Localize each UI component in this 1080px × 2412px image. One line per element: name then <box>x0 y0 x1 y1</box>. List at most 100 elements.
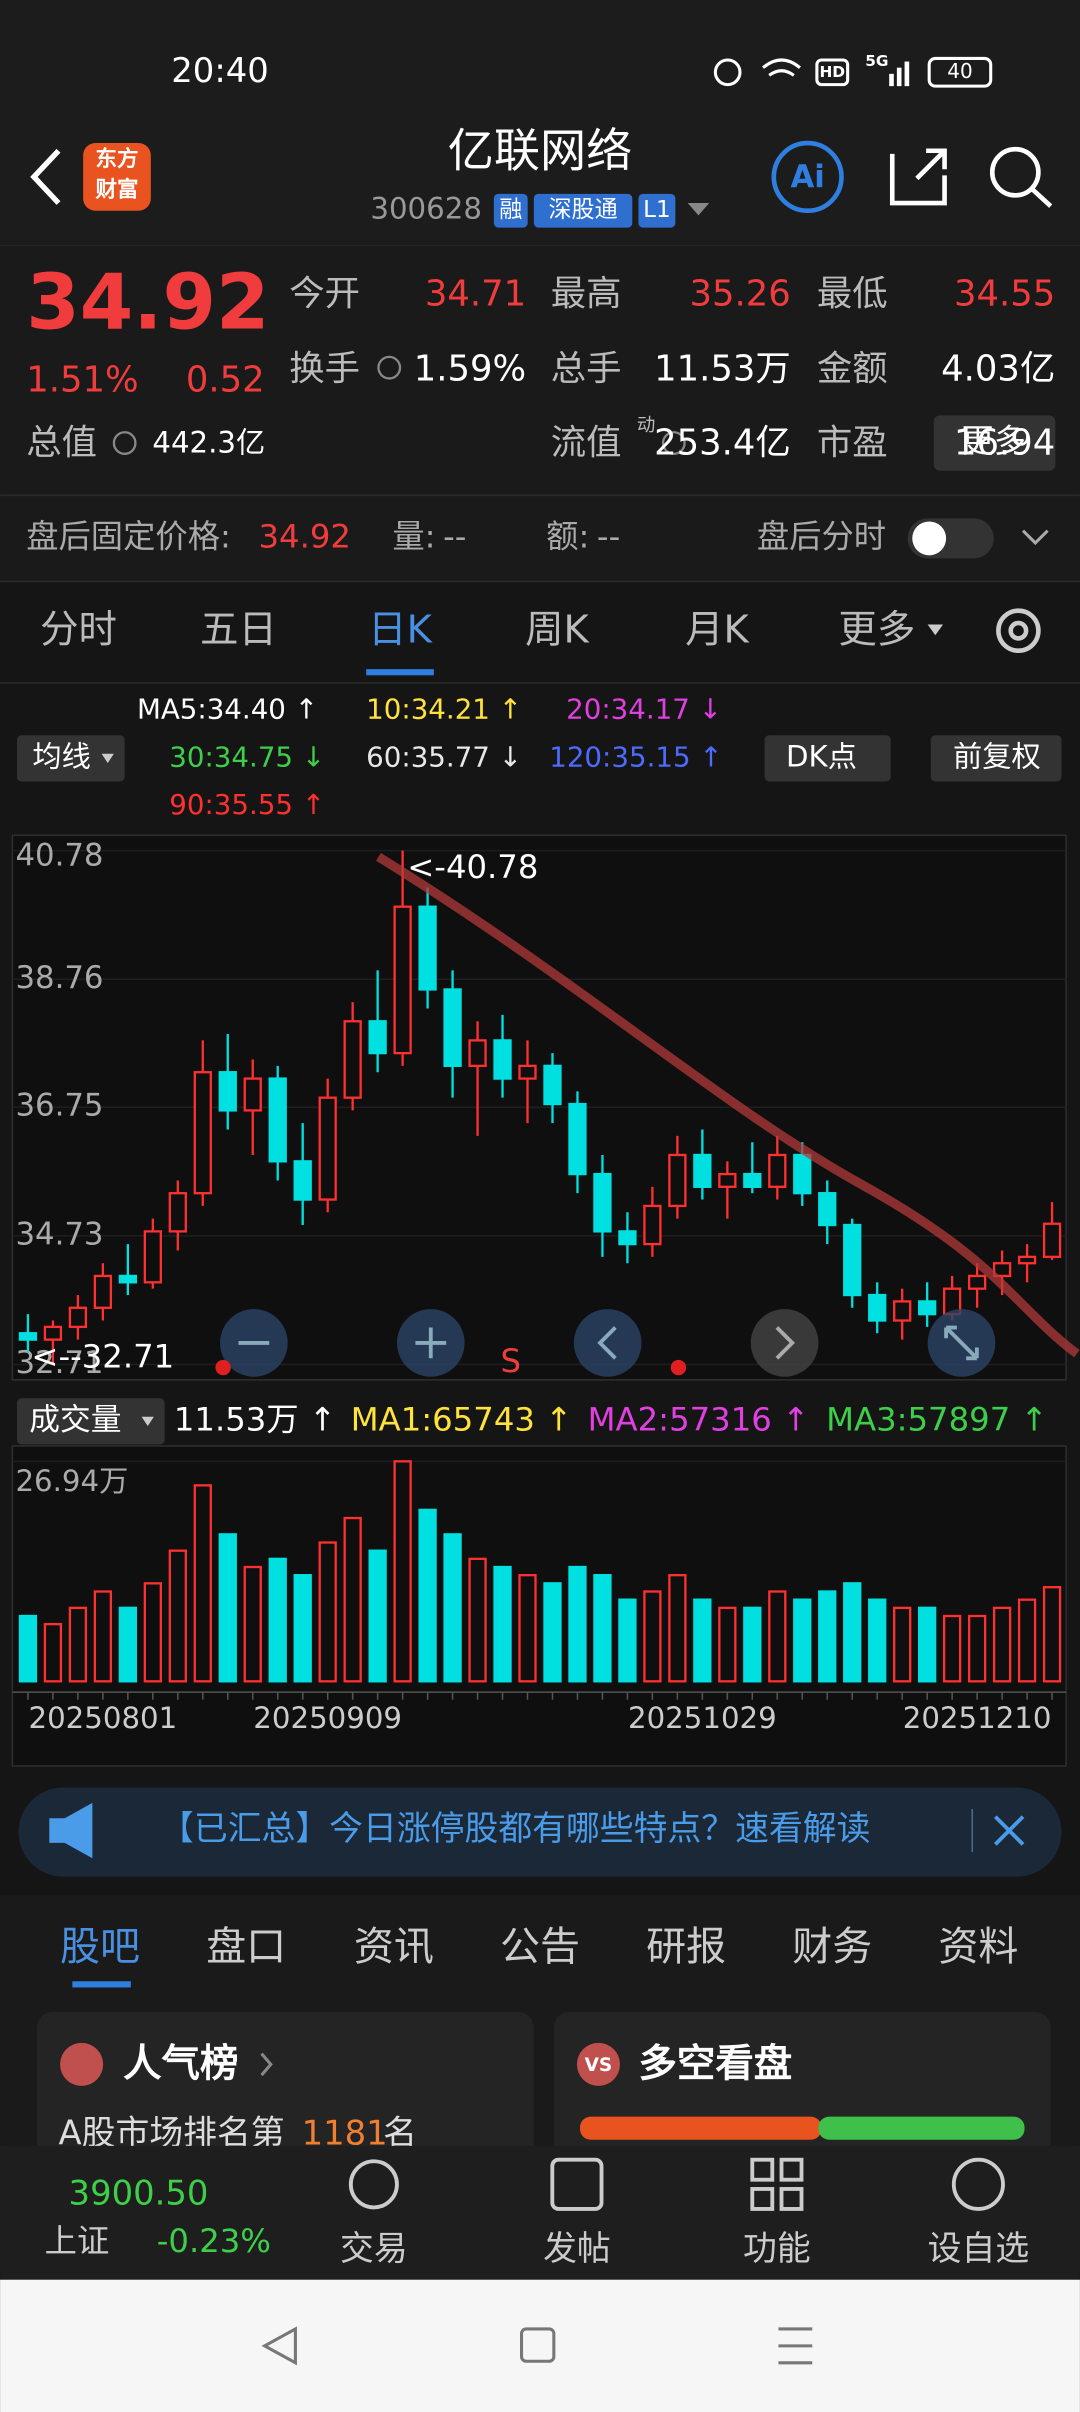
stock-tag: L1 <box>643 197 671 223</box>
period-tab[interactable]: 五日 <box>200 608 277 653</box>
volume-bar <box>293 1574 312 1683</box>
index-name[interactable]: 上证 <box>45 2222 110 2260</box>
func-icon <box>779 2157 804 2182</box>
candle-body <box>268 1077 287 1163</box>
info-icon[interactable] <box>661 431 686 455</box>
dropdown-arrow <box>927 624 944 636</box>
ma-legend-item: MA5:34.40 ↑ <box>137 693 318 726</box>
y-tick-label: 38.76 <box>15 960 103 996</box>
volume-button[interactable] <box>16 1398 165 1445</box>
dk-button-label[interactable]: DK点 <box>786 739 857 773</box>
info-icon[interactable] <box>112 431 137 455</box>
ma-legend-item: 20:34.17 ↓ <box>566 693 722 726</box>
bottom-nav <box>0 2145 1080 2280</box>
more-button[interactable] <box>933 415 1056 471</box>
section-tab[interactable]: 资料 <box>938 1924 1018 1970</box>
adjust-button-label[interactable]: 前复权 <box>953 739 1041 773</box>
candle-body <box>967 1274 987 1290</box>
banner[interactable] <box>18 1787 1062 1877</box>
back-button[interactable] <box>30 148 61 205</box>
candle-body <box>868 1293 887 1322</box>
candle-body <box>293 1160 312 1201</box>
nav-label[interactable]: 功能 <box>743 2229 811 2268</box>
dropdown-arrow[interactable] <box>101 753 114 763</box>
candle-body <box>743 1172 762 1188</box>
volume-bar <box>368 1549 387 1683</box>
trade-icon[interactable] <box>348 2159 399 2210</box>
adjust-button[interactable] <box>930 735 1062 782</box>
period-tab[interactable]: 分时 <box>40 608 117 653</box>
volume-button-label[interactable]: 成交量 <box>29 1402 121 1438</box>
nav-label[interactable]: 交易 <box>340 2229 408 2268</box>
banner-text[interactable]: 【已汇总】今日涨停股都有哪些特点？速看解读 <box>160 1809 870 1848</box>
drawn-trendline[interactable] <box>376 852 1080 1358</box>
period-tab[interactable]: 周K <box>525 608 590 653</box>
dk-button[interactable] <box>764 735 891 782</box>
after-hours-link[interactable]: 盘后分时 <box>757 517 886 555</box>
sys-menu[interactable] <box>778 2327 813 2365</box>
section-tab[interactable]: 盘口 <box>206 1924 286 1970</box>
chart-controls <box>215 1309 996 1377</box>
more-button-label[interactable]: 更多 <box>961 422 1026 460</box>
period-tab[interactable]: 月K <box>685 608 750 653</box>
nav-label[interactable]: 发帖 <box>543 2229 611 2268</box>
sys-back[interactable] <box>261 2326 297 2366</box>
scroll-left[interactable] <box>573 1309 642 1377</box>
index-change[interactable]: -0.23% <box>157 2222 271 2260</box>
close-banner[interactable] <box>993 1815 1025 1846</box>
vs-icon: VS <box>585 2055 613 2076</box>
settings-button[interactable] <box>996 608 1041 653</box>
volume-bar <box>443 1533 462 1683</box>
sys-home[interactable] <box>520 2327 556 2363</box>
section-tab[interactable]: 研报 <box>646 1924 726 1970</box>
info-icon[interactable] <box>377 355 402 380</box>
watchlist-icon[interactable] <box>951 2157 1005 2211</box>
volume-bar <box>68 1606 88 1683</box>
candle-body <box>443 988 462 1068</box>
candle-body <box>418 905 437 991</box>
period-tab[interactable]: 更多 <box>838 608 915 653</box>
section-tab[interactable]: 公告 <box>500 1924 580 1970</box>
ai-label[interactable]: Ai <box>790 159 824 195</box>
volume-bar <box>468 1557 487 1683</box>
nav-label[interactable]: 设自选 <box>928 2229 1029 2268</box>
section-tab[interactable]: 财务 <box>792 1924 872 1970</box>
index-value[interactable]: 3900.50 <box>69 2174 209 2213</box>
ai-button[interactable] <box>771 140 844 214</box>
chart-layer: 40.78 38.76 36.75 34.73 32.71 <-40.78 <--32.71… <box>12 837 1067 1735</box>
volume-bar <box>193 1484 212 1683</box>
after-hours-price: 34.92 <box>258 517 350 555</box>
post-icon[interactable] <box>550 2157 604 2211</box>
volume-bar <box>893 1606 912 1683</box>
volume-bar <box>818 1590 837 1683</box>
sentiment-card[interactable] <box>553 2012 1051 2166</box>
search-button[interactable] <box>989 146 1041 198</box>
func-icon[interactable] <box>750 2157 775 2182</box>
ma-button[interactable] <box>16 735 125 782</box>
scroll-right[interactable] <box>750 1309 819 1377</box>
section-tab[interactable]: 股吧 <box>60 1924 140 1970</box>
candle-body <box>143 1230 162 1284</box>
signal-bar <box>889 73 894 87</box>
volume-bar <box>393 1460 412 1683</box>
expand-icon[interactable] <box>1021 529 1049 546</box>
volume-bar <box>93 1590 113 1683</box>
candle-body <box>768 1153 787 1188</box>
battery-icon <box>927 56 993 88</box>
y-tick-label: 34.73 <box>15 1216 103 1252</box>
field-value: 442.3亿 <box>152 426 265 460</box>
megaphone-icon <box>49 1802 93 1859</box>
volume-current: 11.53万 ↑ <box>174 1400 336 1438</box>
tab-indicator <box>72 1981 131 1988</box>
section-tab[interactable]: 资讯 <box>354 1924 434 1970</box>
share-button[interactable] <box>889 148 947 206</box>
period-tab[interactable]: 日K <box>368 608 433 653</box>
ma-button-label[interactable]: 均线 <box>32 739 90 773</box>
dropdown-arrow[interactable] <box>687 203 710 216</box>
dropdown-arrow <box>141 1416 154 1426</box>
y-tick-label: 32.71 <box>15 1345 103 1381</box>
logo[interactable] <box>83 143 151 211</box>
popularity-card[interactable] <box>36 2012 534 2166</box>
stock-name: 亿联网络 <box>448 123 633 177</box>
icon-line <box>775 1326 795 1360</box>
